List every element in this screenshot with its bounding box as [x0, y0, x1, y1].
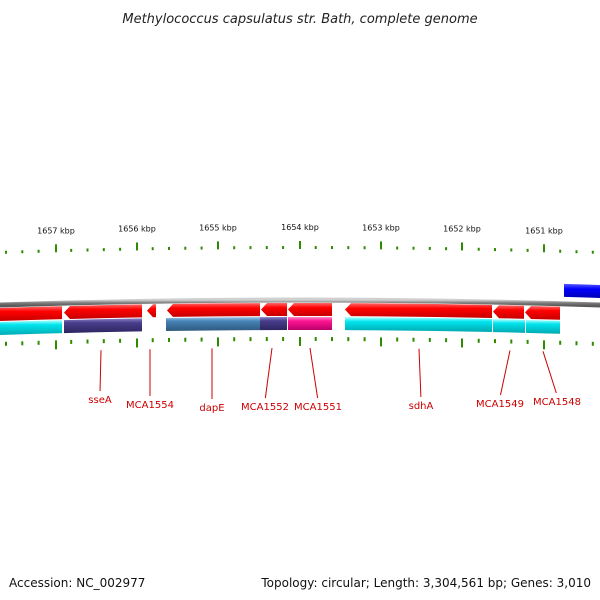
map-title: Methylococcus capsulatus str. Bath, comp…	[122, 12, 477, 27]
gene-label: dapE	[199, 403, 224, 414]
reverse-gene	[261, 303, 287, 317]
gene-label: MCA1548	[533, 397, 581, 408]
scale-label: 1654 kbp	[281, 223, 319, 232]
cds-feature	[288, 317, 332, 331]
reverse-gene	[345, 303, 492, 319]
scale-label: 1655 kbp	[199, 223, 237, 232]
genome-summary: Topology: circular; Length: 3,304,561 bp…	[260, 576, 591, 590]
leader-line	[99, 350, 102, 392]
cds-feature	[260, 317, 287, 331]
gene-track	[0, 283, 600, 336]
leader-line	[264, 347, 273, 399]
scale-label: 1652 kbp	[443, 224, 481, 233]
scale-label: 1651 kbp	[525, 226, 563, 235]
reverse-gene	[64, 304, 142, 319]
scale-label: 1656 kbp	[118, 224, 156, 233]
accession-label: Accession: NC_002977	[9, 576, 145, 590]
gene-label: MCA1554	[126, 400, 174, 411]
gene-label-leaders	[99, 347, 557, 399]
cds-feature	[64, 318, 142, 334]
gene-label: MCA1552	[241, 402, 289, 413]
gene-label: MCA1549	[476, 399, 524, 410]
scale-label: 1657 kbp	[37, 226, 75, 235]
cds-feature	[0, 320, 62, 336]
reverse-gene	[288, 303, 332, 317]
upper-tick-marks	[5, 241, 594, 254]
reverse-gene	[147, 304, 156, 318]
gene-label: sdhA	[409, 401, 434, 412]
cds-feature	[166, 317, 260, 332]
gene-label: MCA1551	[294, 402, 342, 413]
reverse-gene	[525, 305, 560, 320]
leader-line	[542, 351, 557, 394]
cds-feature	[526, 319, 560, 334]
gene-label: sseA	[88, 395, 112, 406]
leader-line	[418, 348, 422, 398]
reverse-gene	[493, 305, 524, 319]
cds-feature	[493, 319, 525, 333]
leader-line	[309, 347, 319, 399]
reverse-gene	[167, 303, 260, 317]
lower-tick-marks	[5, 337, 594, 350]
cds-feature	[345, 317, 492, 333]
reverse-gene	[0, 306, 62, 322]
scale-label: 1653 kbp	[362, 223, 400, 232]
scale-labels: 1657 kbp 1656 kbp 1655 kbp 1654 kbp 1653 kbp…	[37, 223, 563, 235]
genome-backbone	[0, 297, 600, 308]
leader-line	[500, 350, 511, 396]
gene-labels: sseA MCA1554 dapE MCA1552 MCA1551 sdhA MCA1549…	[88, 395, 581, 414]
forward-gene	[564, 283, 600, 298]
